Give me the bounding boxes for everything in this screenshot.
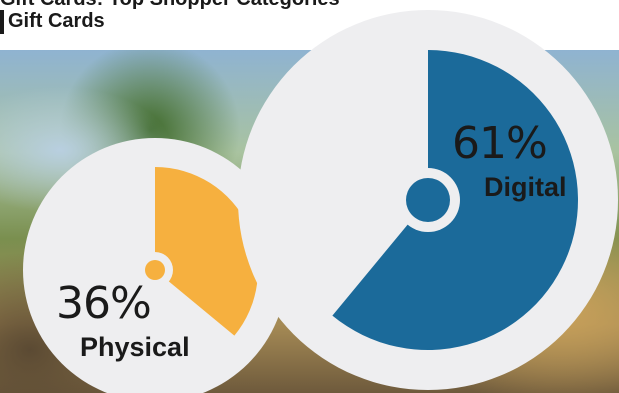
title-accent-rule: [0, 10, 4, 34]
title-area: Gift Cards: Top Shopper Categories Gift …: [0, 0, 619, 50]
digital-category-label: Digital: [484, 172, 567, 202]
physical-slice: [155, 167, 258, 336]
physical-category-label: Physical: [80, 332, 190, 362]
physical-pie-group: [23, 138, 287, 393]
digital-percent-label: 61%: [452, 118, 548, 169]
digital-pie-group: [238, 10, 618, 390]
chart-title: Gift Cards: [8, 10, 105, 32]
digital-center-dot: [406, 178, 450, 222]
physical-center-dot: [145, 260, 165, 280]
chart-title-partial: Gift Cards: Top Shopper Categories: [0, 0, 619, 10]
physical-percent-label: 36%: [56, 278, 152, 329]
